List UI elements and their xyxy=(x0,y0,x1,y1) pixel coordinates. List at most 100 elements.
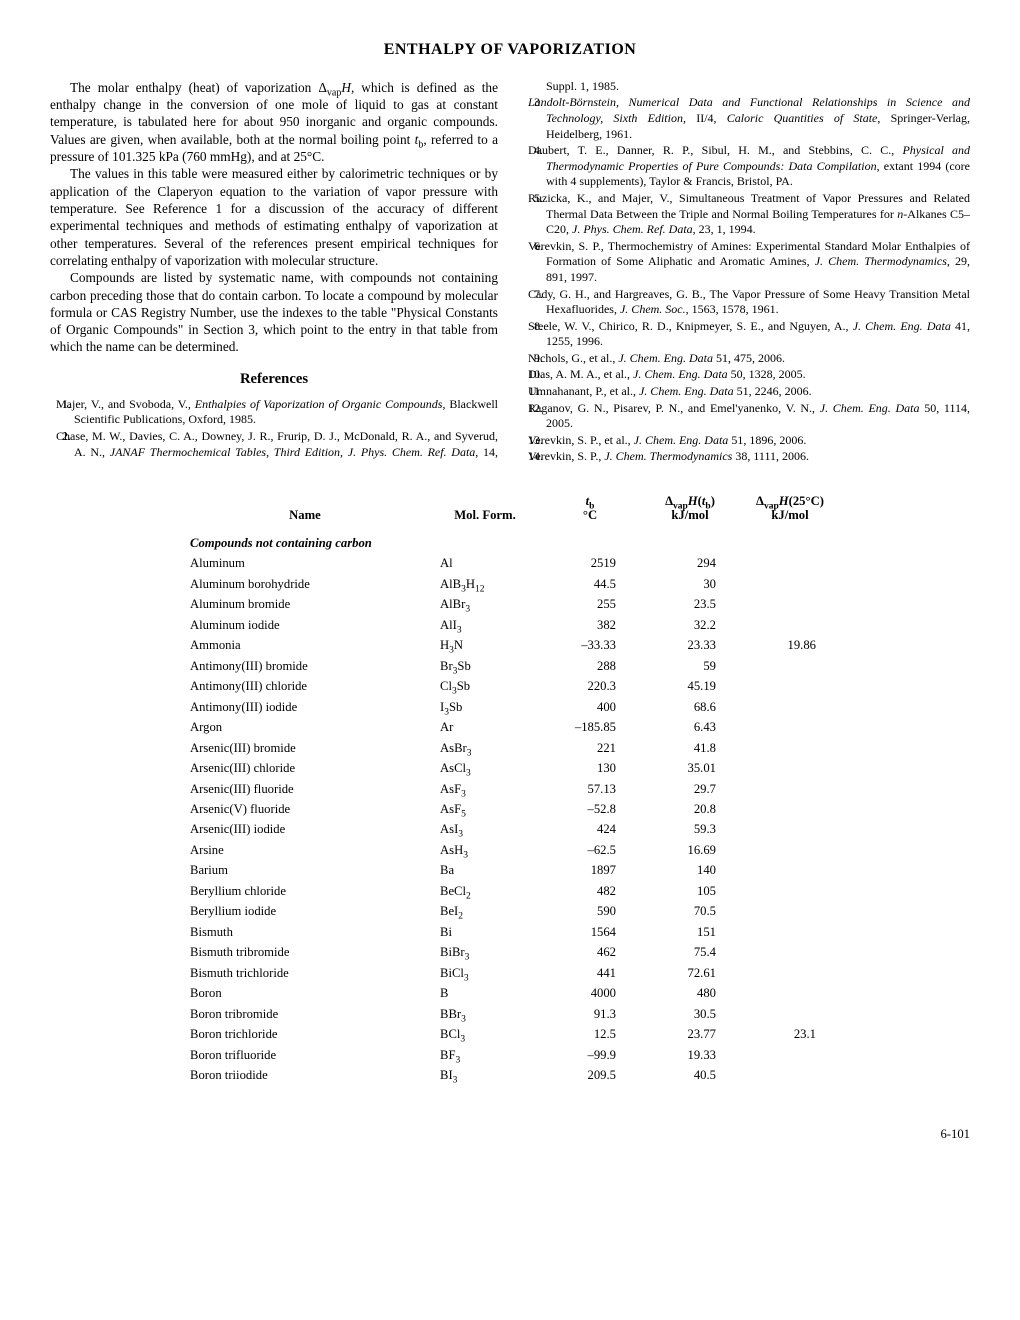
cell-tb: 44.5 xyxy=(540,574,640,594)
table-row: Arsenic(III) fluorideAsF357.1329.7 xyxy=(180,779,840,799)
cell-tb: 400 xyxy=(540,697,640,717)
col-dh-25: ΔvapH(25°C)kJ/mol xyxy=(740,493,840,529)
cell-h2 xyxy=(740,738,840,758)
cell-form: BI3 xyxy=(430,1065,540,1085)
cell-tb: 221 xyxy=(540,738,640,758)
cell-tb: –62.5 xyxy=(540,840,640,860)
cell-name: Beryllium iodide xyxy=(180,901,430,921)
body-columns: The molar enthalpy (heat) of vaporizatio… xyxy=(50,79,970,465)
cell-h1: 20.8 xyxy=(640,799,740,819)
cell-tb: 12.5 xyxy=(540,1024,640,1044)
data-table: Name Mol. Form. tb°C ΔvapH(tb)kJ/mol Δva… xyxy=(180,493,840,1086)
cell-name: Argon xyxy=(180,717,430,737)
cell-h2 xyxy=(740,717,840,737)
cell-h2 xyxy=(740,697,840,717)
table-row: Antimony(III) bromideBr3Sb28859 xyxy=(180,656,840,676)
table-row: AluminumAl2519294 xyxy=(180,553,840,573)
cell-h1: 68.6 xyxy=(640,697,740,717)
cell-name: Arsenic(V) fluoride xyxy=(180,799,430,819)
cell-h2 xyxy=(740,553,840,573)
cell-h2 xyxy=(740,922,840,942)
cell-form: B xyxy=(430,983,540,1003)
cell-form: AsF3 xyxy=(430,779,540,799)
cell-tb: 1564 xyxy=(540,922,640,942)
cell-form: BeCl2 xyxy=(430,881,540,901)
cell-form: H3N xyxy=(430,635,540,655)
table-row: Beryllium chlorideBeCl2482105 xyxy=(180,881,840,901)
ref-item: Dias, A. M. A., et al., J. Chem. Eng. Da… xyxy=(546,367,970,383)
cell-h1: 70.5 xyxy=(640,901,740,921)
col-dh-tb: ΔvapH(tb)kJ/mol xyxy=(640,493,740,529)
cell-h2 xyxy=(740,942,840,962)
cell-name: Aluminum xyxy=(180,553,430,573)
cell-tb: 209.5 xyxy=(540,1065,640,1085)
col-form: Mol. Form. xyxy=(430,493,540,529)
cell-form: AsF5 xyxy=(430,799,540,819)
col-name: Name xyxy=(180,493,430,529)
cell-h1: 23.33 xyxy=(640,635,740,655)
table-row: Antimony(III) iodideI3Sb40068.6 xyxy=(180,697,840,717)
cell-h1: 32.2 xyxy=(640,615,740,635)
ref-item: Raganov, G. N., Pisarev, P. N., and Emel… xyxy=(546,401,970,432)
page-title: ENTHALPY OF VAPORIZATION xyxy=(50,40,970,61)
table-row: Arsenic(III) bromideAsBr322141.8 xyxy=(180,738,840,758)
cell-form: Ar xyxy=(430,717,540,737)
cell-name: Arsenic(III) iodide xyxy=(180,819,430,839)
cell-tb: 57.13 xyxy=(540,779,640,799)
cell-name: Boron trichloride xyxy=(180,1024,430,1044)
ref-item: Verevkin, S. P., et al., J. Chem. Eng. D… xyxy=(546,433,970,449)
cell-form: Bi xyxy=(430,922,540,942)
cell-name: Boron triiodide xyxy=(180,1065,430,1085)
table-row: BoronB4000480 xyxy=(180,983,840,1003)
cell-h2 xyxy=(740,615,840,635)
cell-name: Antimony(III) bromide xyxy=(180,656,430,676)
cell-name: Arsenic(III) bromide xyxy=(180,738,430,758)
cell-h1: 151 xyxy=(640,922,740,942)
cell-tb: –33.33 xyxy=(540,635,640,655)
cell-name: Bismuth xyxy=(180,922,430,942)
cell-name: Antimony(III) chloride xyxy=(180,676,430,696)
cell-h1: 59.3 xyxy=(640,819,740,839)
table-row: Boron triiodideBI3209.540.5 xyxy=(180,1065,840,1085)
cell-h1: 30 xyxy=(640,574,740,594)
cell-name: Barium xyxy=(180,860,430,880)
cell-h1: 23.5 xyxy=(640,594,740,614)
cell-form: AsH3 xyxy=(430,840,540,860)
page-number: 6-101 xyxy=(50,1126,970,1142)
cell-h1: 30.5 xyxy=(640,1004,740,1024)
references-heading: References xyxy=(50,370,498,389)
cell-name: Arsine xyxy=(180,840,430,860)
cell-h1: 19.33 xyxy=(640,1045,740,1065)
section-label: Compounds not containing carbon xyxy=(180,529,840,553)
table-row: BariumBa1897140 xyxy=(180,860,840,880)
cell-form: BBr3 xyxy=(430,1004,540,1024)
cell-name: Bismuth trichloride xyxy=(180,963,430,983)
cell-h2 xyxy=(740,1065,840,1085)
ref-item: Verevkin, S. P., Thermochemistry of Amin… xyxy=(546,239,970,286)
table-row: Bismuth trichlorideBiCl344172.61 xyxy=(180,963,840,983)
cell-tb: 441 xyxy=(540,963,640,983)
cell-h2 xyxy=(740,901,840,921)
table-row: Arsenic(III) chlorideAsCl313035.01 xyxy=(180,758,840,778)
cell-form: I3Sb xyxy=(430,697,540,717)
table-row: Arsenic(V) fluorideAsF5–52.820.8 xyxy=(180,799,840,819)
cell-h2 xyxy=(740,676,840,696)
cell-tb: 2519 xyxy=(540,553,640,573)
cell-name: Boron trifluoride xyxy=(180,1045,430,1065)
cell-tb: 1897 xyxy=(540,860,640,880)
cell-h2 xyxy=(740,963,840,983)
table-row: Aluminum bromideAlBr325523.5 xyxy=(180,594,840,614)
table-row: Aluminum iodideAlI338232.2 xyxy=(180,615,840,635)
cell-form: AsI3 xyxy=(430,819,540,839)
cell-name: Arsenic(III) chloride xyxy=(180,758,430,778)
table-row: Boron tribromideBBr391.330.5 xyxy=(180,1004,840,1024)
cell-name: Ammonia xyxy=(180,635,430,655)
cell-h2: 19.86 xyxy=(740,635,840,655)
cell-tb: 462 xyxy=(540,942,640,962)
cell-form: AlI3 xyxy=(430,615,540,635)
cell-name: Bismuth tribromide xyxy=(180,942,430,962)
cell-h1: 140 xyxy=(640,860,740,880)
ref-item: Cady, G. H., and Hargreaves, G. B., The … xyxy=(546,287,970,318)
cell-form: BiBr3 xyxy=(430,942,540,962)
cell-h2: 23.1 xyxy=(740,1024,840,1044)
